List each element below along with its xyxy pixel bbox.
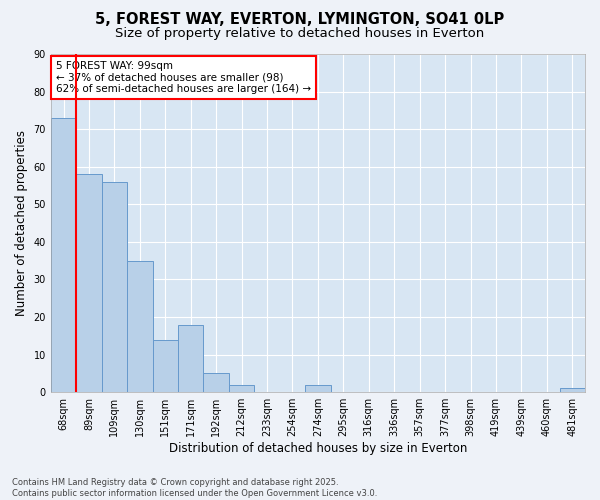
Bar <box>229 384 254 392</box>
Bar <box>152 340 178 392</box>
Bar <box>51 118 76 392</box>
Bar <box>127 260 152 392</box>
Bar <box>203 374 229 392</box>
Text: 5, FOREST WAY, EVERTON, LYMINGTON, SO41 0LP: 5, FOREST WAY, EVERTON, LYMINGTON, SO41 … <box>95 12 505 28</box>
Bar <box>305 384 331 392</box>
Bar <box>560 388 585 392</box>
Bar <box>178 324 203 392</box>
X-axis label: Distribution of detached houses by size in Everton: Distribution of detached houses by size … <box>169 442 467 455</box>
Text: 5 FOREST WAY: 99sqm
← 37% of detached houses are smaller (98)
62% of semi-detach: 5 FOREST WAY: 99sqm ← 37% of detached ho… <box>56 61 311 94</box>
Bar <box>76 174 101 392</box>
Text: Size of property relative to detached houses in Everton: Size of property relative to detached ho… <box>115 28 485 40</box>
Bar <box>101 182 127 392</box>
Text: Contains HM Land Registry data © Crown copyright and database right 2025.
Contai: Contains HM Land Registry data © Crown c… <box>12 478 377 498</box>
Y-axis label: Number of detached properties: Number of detached properties <box>15 130 28 316</box>
